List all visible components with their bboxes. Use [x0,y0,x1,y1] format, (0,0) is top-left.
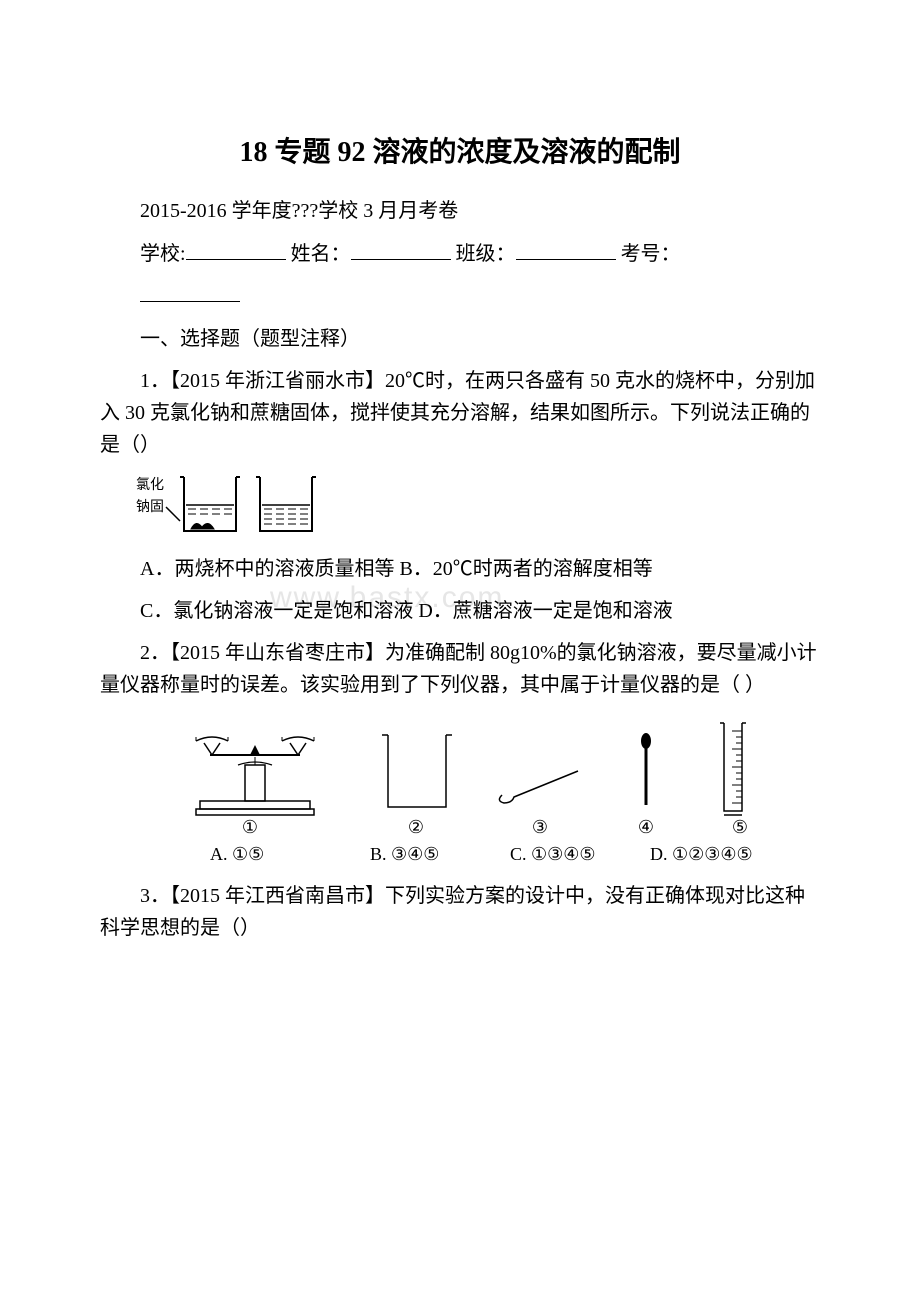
match-icon [641,733,651,805]
label-2: ② [408,817,424,837]
id-blank-line [100,280,820,308]
doc-subtitle: 2015-2016 学年度???学校 3 月月考卷 [100,194,820,223]
id-blank [140,280,240,302]
q2-figure: ① ② ③ ④ ⑤ A. ①⑤ B. ③④⑤ C. ①③④⑤ D. ①②③④⑤ [180,715,820,870]
beaker-1 [180,477,240,531]
name-label: 姓名： [291,243,351,265]
q2-opt-a: A. ①⑤ [210,844,264,864]
q2-opt-d: D. ①②③④⑤ [650,844,753,864]
q1-options-cd: C．氯化钠溶液一定是饱和溶液 D．蔗糖溶液一定是饱和溶液 [100,595,820,627]
class-blank [516,238,616,260]
name-blank [351,238,451,260]
student-info-line: 学校: 姓名： 班级： 考号： [100,237,820,266]
q2-opt-b: B. ③④⑤ [370,844,439,864]
label-1: ① [242,817,258,837]
q3-stem: 3．【2015 年江西省南昌市】下列实验方案的设计中，没有正确体现对比这种科学思… [100,880,820,944]
q2-stem: 2．【2015 年山东省枣庄市】为准确配制 80g10%的氯化钠溶液，要尽量减小… [100,637,820,701]
q2-opt-c: C. ①③④⑤ [510,844,596,864]
doc-title: 18 专题 92 溶液的浓度及溶液的配制 [100,130,820,170]
label-4: ④ [638,817,654,837]
label-5: ⑤ [732,817,748,837]
school-label: 学校: [140,243,186,265]
q1-stem: 1．【2015 年浙江省丽水市】20℃时，在两只各盛有 50 克水的烧杯中，分别… [100,365,820,461]
id-label: 考号： [621,243,681,265]
q1-figure: 氯化 钠固 [136,471,820,543]
q1-options-ab: A．两烧杯中的溶液质量相等 B．20℃时两者的溶解度相等 [100,553,820,585]
label-3: ③ [532,817,548,837]
beaker-2 [256,477,316,531]
school-blank [186,238,286,260]
balance-icon [196,737,314,815]
cylinder-icon [720,723,746,815]
class-label: 班级： [456,243,516,265]
beaker-icon [382,735,452,807]
q1-label-top: 氯化 [136,477,164,493]
section-heading: 一、选择题（题型注释） [100,322,820,351]
q1-label-bot: 钠固 [136,499,164,515]
spoon-icon [499,771,578,803]
